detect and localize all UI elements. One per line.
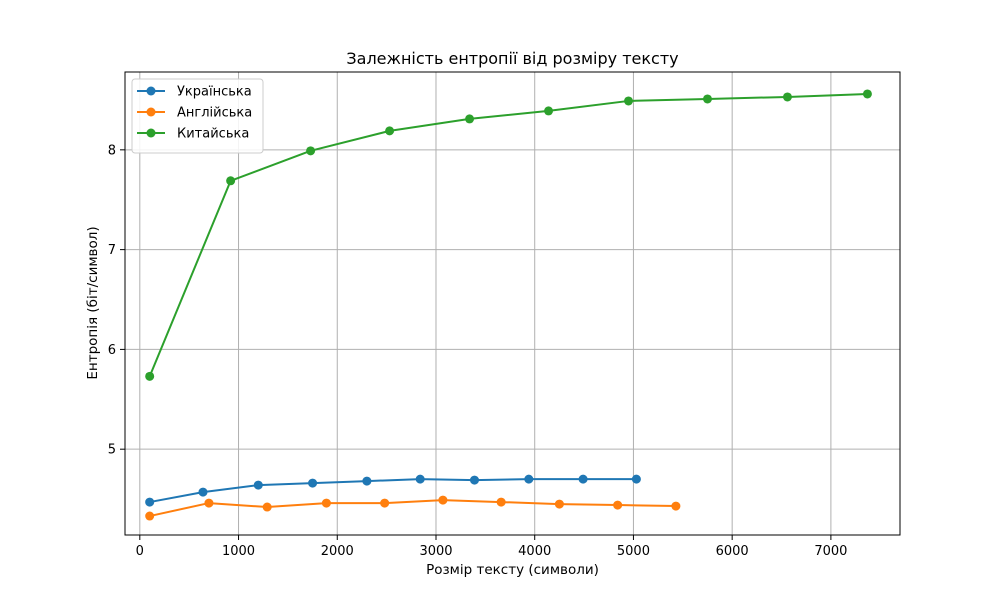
data-point — [262, 502, 272, 512]
x-tick-label: 7000 — [814, 544, 847, 559]
data-point — [362, 476, 372, 486]
data-point — [145, 497, 155, 507]
data-point — [544, 106, 554, 116]
data-point — [253, 480, 263, 490]
data-point — [198, 487, 208, 497]
data-point — [702, 94, 712, 104]
legend-label: Українська — [177, 85, 252, 100]
data-point — [145, 371, 155, 381]
data-point — [624, 96, 634, 106]
legend-item: Англійська — [137, 106, 252, 121]
y-axis-label: Ентропія (біт/символ) — [85, 226, 101, 379]
x-tick-label: 2000 — [321, 544, 354, 559]
data-point — [578, 474, 588, 484]
data-point — [524, 474, 534, 484]
x-tick-label: 0 — [136, 544, 144, 559]
legend: Українська Англійська Китайська — [131, 78, 264, 154]
axis-ticks: 0 1000 2000 3000 4000 5000 6000 7000 5 6 7 8 — [108, 143, 848, 559]
series-2 — [145, 495, 681, 521]
x-tick-label: 5000 — [617, 544, 650, 559]
legend-box — [131, 78, 264, 154]
data-point — [204, 498, 214, 508]
series-line — [149, 499, 676, 518]
series-3 — [145, 89, 872, 381]
y-tick-label: 6 — [108, 343, 116, 358]
data-point — [613, 500, 623, 510]
chart-title: Залежність ентропії від розміру тексту — [346, 49, 678, 68]
data-point — [554, 499, 564, 509]
series-line — [149, 478, 637, 504]
legend-marker — [146, 86, 156, 96]
x-tick-label: 3000 — [419, 544, 452, 559]
data-point — [226, 176, 236, 186]
series-1 — [145, 474, 641, 507]
x-axis-label: Розмір тексту (символи) — [426, 562, 599, 578]
series-layer — [145, 89, 872, 521]
y-tick-label: 7 — [108, 243, 116, 258]
x-tick-label: 1000 — [222, 544, 255, 559]
data-point — [631, 474, 641, 484]
data-point — [145, 511, 155, 521]
data-point — [782, 92, 792, 102]
plot-frame — [124, 71, 901, 536]
data-point — [465, 114, 475, 124]
y-tick-label: 5 — [108, 443, 116, 458]
x-tick-label: 6000 — [716, 544, 749, 559]
legend-item: Українська — [137, 85, 252, 100]
data-point — [862, 89, 872, 99]
data-point — [496, 497, 506, 507]
y-tick-label: 8 — [108, 143, 116, 158]
data-point — [415, 474, 425, 484]
series-line — [148, 92, 868, 377]
data-point — [385, 126, 395, 136]
data-point — [438, 495, 448, 505]
legend-marker — [146, 107, 156, 117]
data-point — [380, 498, 390, 508]
x-tick-label: 4000 — [518, 544, 551, 559]
data-point — [321, 498, 331, 508]
grid — [125, 72, 900, 535]
legend-marker — [146, 128, 156, 138]
data-point — [469, 475, 479, 485]
legend-label: Китайська — [177, 127, 249, 142]
data-point — [671, 501, 681, 511]
data-point — [308, 478, 318, 488]
legend-item: Китайська — [137, 127, 249, 142]
legend-label: Англійська — [177, 106, 252, 121]
data-point — [306, 146, 316, 156]
